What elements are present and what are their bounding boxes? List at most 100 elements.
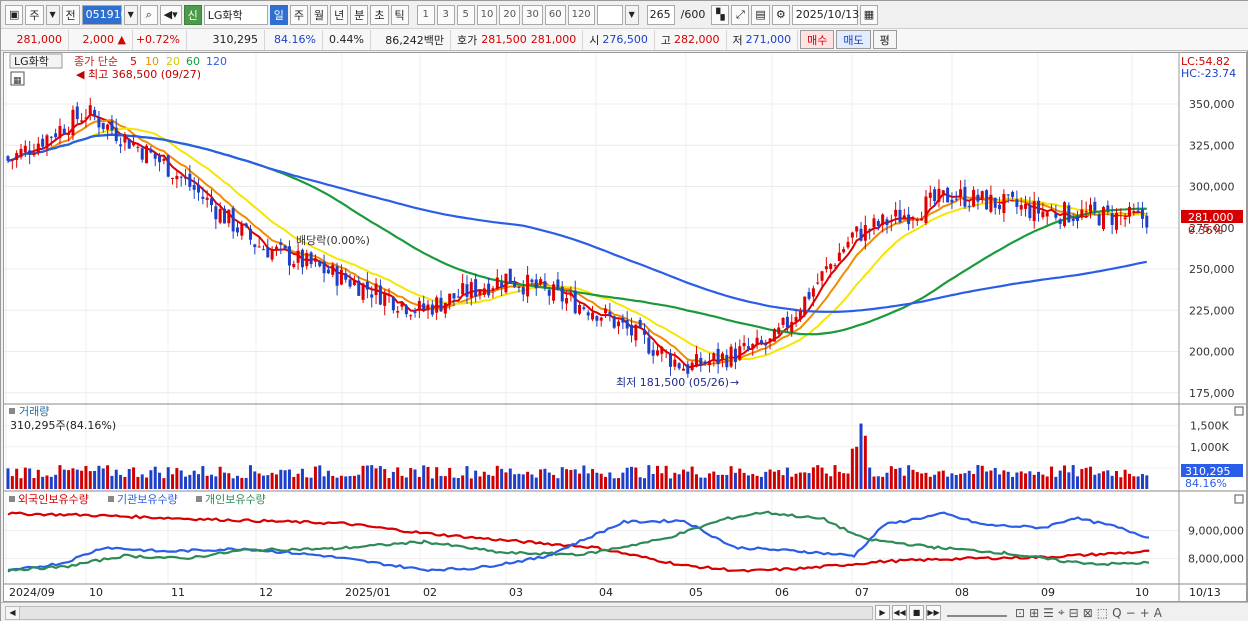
individual-holding-label: 개인보유수량 bbox=[205, 493, 266, 506]
tool-icon-6[interactable]: ⊠ bbox=[1082, 605, 1093, 620]
horizontal-scrollbar[interactable]: ◀ bbox=[5, 605, 873, 620]
chart-svg[interactable]: 350,000 325,000 300,000 275,000 250,000 225,0… bbox=[4, 53, 1246, 601]
custom-interval-dropdown-icon[interactable]: ▼ bbox=[624, 4, 639, 25]
new-badge[interactable]: 신 bbox=[183, 4, 202, 25]
zoom-icon[interactable]: ⤢ bbox=[731, 4, 750, 25]
volume-bar bbox=[954, 474, 958, 489]
zoom-slider[interactable] bbox=[947, 609, 1007, 617]
text-tool-icon[interactable]: A bbox=[1153, 605, 1162, 620]
code-dropdown-icon[interactable]: ▼ bbox=[123, 4, 138, 25]
tab-second[interactable]: 초 bbox=[370, 4, 389, 25]
volume-bar bbox=[889, 466, 893, 489]
ma-120-label: 120 bbox=[206, 55, 227, 68]
volume-bar bbox=[612, 478, 616, 489]
interval-1[interactable]: 1 bbox=[416, 4, 435, 25]
tool-icon-3[interactable]: ☰ bbox=[1043, 605, 1054, 620]
even-button[interactable]: 평 bbox=[872, 30, 897, 49]
volume-bar bbox=[673, 472, 677, 489]
dividend-note: 배당락(0.00%) bbox=[296, 234, 370, 247]
volume-bar bbox=[322, 476, 326, 489]
candle-body bbox=[162, 158, 166, 161]
interval-10[interactable]: 10 bbox=[476, 4, 498, 25]
calculator-icon[interactable] bbox=[10, 71, 25, 86]
candle-body bbox=[617, 321, 621, 327]
candle-body bbox=[482, 288, 486, 295]
speaker-icon[interactable]: ◀▾ bbox=[159, 4, 182, 25]
volume-bar bbox=[837, 471, 841, 489]
tab-tick[interactable]: 틱 bbox=[390, 4, 409, 25]
candle-body bbox=[266, 247, 270, 258]
candle-body bbox=[54, 133, 58, 138]
interval-120[interactable]: 120 bbox=[567, 4, 595, 25]
volume-bar bbox=[1006, 471, 1010, 489]
last-page-icon[interactable]: ▶▶ bbox=[926, 605, 941, 620]
period-select[interactable]: 주 bbox=[25, 4, 44, 25]
volume-bar bbox=[729, 466, 733, 489]
lc-label: LC:54.82 bbox=[1181, 55, 1230, 68]
zoom-out-icon[interactable]: − bbox=[1125, 605, 1136, 620]
tab-month[interactable]: 월 bbox=[310, 4, 329, 25]
volume-bar bbox=[660, 473, 664, 489]
volume-bar bbox=[114, 469, 118, 489]
month-label: 10 bbox=[89, 586, 103, 599]
interval-3[interactable]: 3 bbox=[436, 4, 455, 25]
price-tick-label: 275,000 bbox=[1189, 222, 1235, 235]
calendar-icon[interactable]: ▦ bbox=[859, 4, 879, 25]
tool-icon-7[interactable]: ⬚ bbox=[1096, 605, 1109, 620]
candle-body bbox=[950, 199, 954, 203]
gear-icon[interactable]: ⚙ bbox=[771, 4, 790, 25]
scroll-left-icon[interactable]: ◀ bbox=[6, 606, 20, 619]
bar-count-input[interactable]: 265 bbox=[646, 4, 675, 25]
candle-body bbox=[604, 308, 608, 314]
fit-icon[interactable]: ▚ bbox=[711, 4, 730, 25]
tool-icon-5[interactable]: ⊟ bbox=[1068, 605, 1079, 620]
custom-interval-input[interactable] bbox=[596, 4, 623, 25]
interval-30[interactable]: 30 bbox=[522, 4, 543, 25]
volume-bar bbox=[508, 468, 512, 489]
candle-body bbox=[876, 220, 880, 227]
tab-week[interactable]: 주 bbox=[289, 4, 309, 25]
buy-button[interactable]: 매수 bbox=[800, 30, 835, 49]
stock-name-field[interactable]: LG화학 bbox=[203, 4, 268, 25]
candle-body bbox=[500, 282, 504, 288]
tool-icon-2[interactable]: ⊞ bbox=[1029, 605, 1040, 620]
price-tick-label: 250,000 bbox=[1189, 263, 1235, 276]
prev-button[interactable]: 전 bbox=[61, 4, 80, 25]
volume-bar bbox=[478, 476, 482, 489]
candle-body bbox=[1011, 191, 1015, 197]
candle-body bbox=[811, 288, 815, 297]
sell-button[interactable]: 매도 bbox=[836, 30, 871, 49]
volume-bar bbox=[305, 477, 309, 489]
tool-icon-4[interactable]: ⌖ bbox=[1057, 605, 1065, 619]
chart-area[interactable]: 350,000 325,000 300,000 275,000 250,000 225,0… bbox=[3, 52, 1247, 602]
volume-close-icon[interactable] bbox=[1234, 406, 1244, 416]
save-icon[interactable]: ▤ bbox=[751, 4, 770, 25]
date-input[interactable]: 2025/10/13 bbox=[791, 4, 859, 25]
zoom-search-icon[interactable]: Q bbox=[1112, 605, 1122, 620]
candle-body bbox=[417, 300, 421, 311]
tab-year[interactable]: 년 bbox=[330, 4, 349, 25]
hc-label: HC:-23.74 bbox=[1181, 67, 1236, 80]
tab-minute[interactable]: 분 bbox=[350, 4, 369, 25]
holding-close-icon[interactable] bbox=[1234, 494, 1244, 504]
zoom-in-icon[interactable]: + bbox=[1139, 605, 1150, 620]
candle-body bbox=[911, 218, 915, 220]
calculator-glyph: ▦ bbox=[13, 76, 22, 86]
period-dropdown-icon[interactable]: ▼ bbox=[45, 4, 60, 25]
month-label: 08 bbox=[955, 586, 969, 599]
play-icon[interactable]: ▶ bbox=[875, 605, 890, 620]
volume-bar bbox=[67, 470, 71, 489]
window-icon[interactable]: ▣ bbox=[5, 4, 24, 25]
interval-60[interactable]: 60 bbox=[544, 4, 566, 25]
volume-bar bbox=[352, 475, 356, 489]
candle-body bbox=[855, 226, 859, 232]
first-page-icon[interactable]: ◀◀ bbox=[892, 605, 907, 620]
tab-day[interactable]: 일 bbox=[269, 4, 288, 25]
price-tick-label: 225,000 bbox=[1189, 304, 1235, 317]
stop-icon[interactable]: ■ bbox=[909, 605, 924, 620]
stock-code-input[interactable]: 051910 bbox=[81, 4, 128, 25]
interval-5[interactable]: 5 bbox=[456, 4, 475, 25]
interval-20[interactable]: 20 bbox=[499, 4, 521, 25]
search-icon[interactable]: ⌕ bbox=[139, 4, 158, 25]
tool-icon-1[interactable]: ⊡ bbox=[1015, 605, 1026, 620]
